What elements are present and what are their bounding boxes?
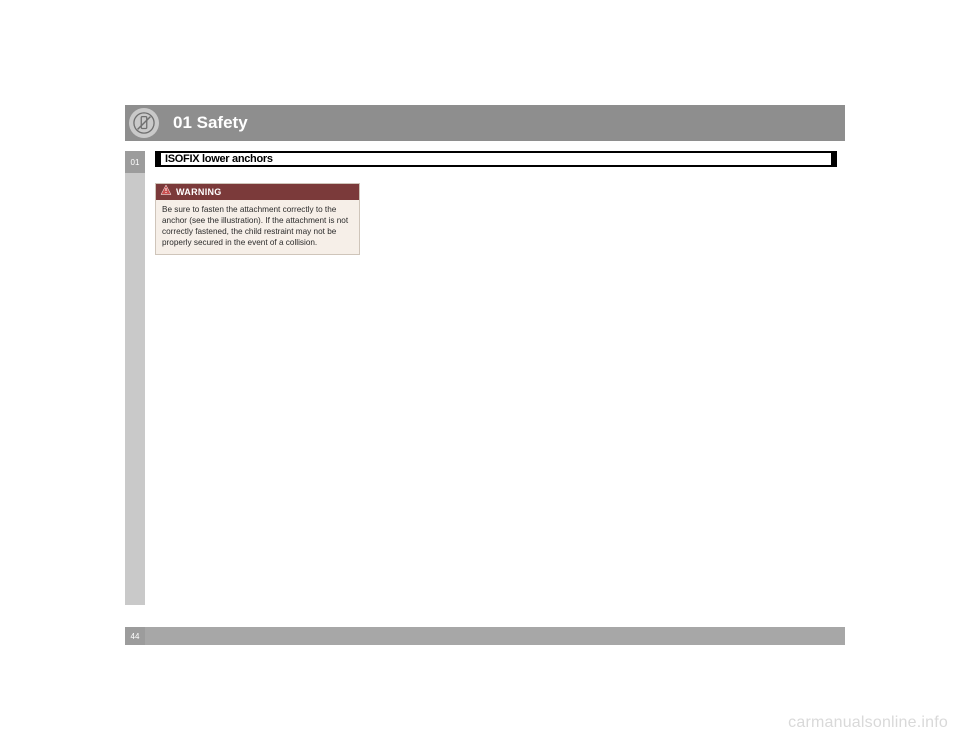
no-cellphone-icon (129, 108, 159, 138)
section-heading-bar: ISOFIX lower anchors (155, 151, 837, 167)
side-tab-strip: 01 (125, 151, 145, 605)
warning-label: WARNING (176, 187, 222, 197)
page-footer: 44 (125, 627, 845, 645)
chapter-tab: 01 (125, 151, 145, 173)
chapter-title: 01 Safety (173, 113, 248, 133)
page-number: 44 (125, 627, 145, 645)
warning-header: WARNING (156, 184, 359, 200)
warning-body-text: Be sure to fasten the attachment correct… (156, 200, 359, 254)
chapter-header: 01 Safety (125, 105, 845, 141)
section-title: ISOFIX lower anchors (165, 153, 273, 165)
warning-triangle-icon (160, 183, 172, 201)
watermark-text: carmanualsonline.info (788, 714, 948, 732)
warning-callout: WARNING Be sure to fasten the attachment… (155, 183, 360, 255)
manual-page: 01 Safety 01 ISOFIX lower anchors WARNIN… (125, 105, 845, 645)
